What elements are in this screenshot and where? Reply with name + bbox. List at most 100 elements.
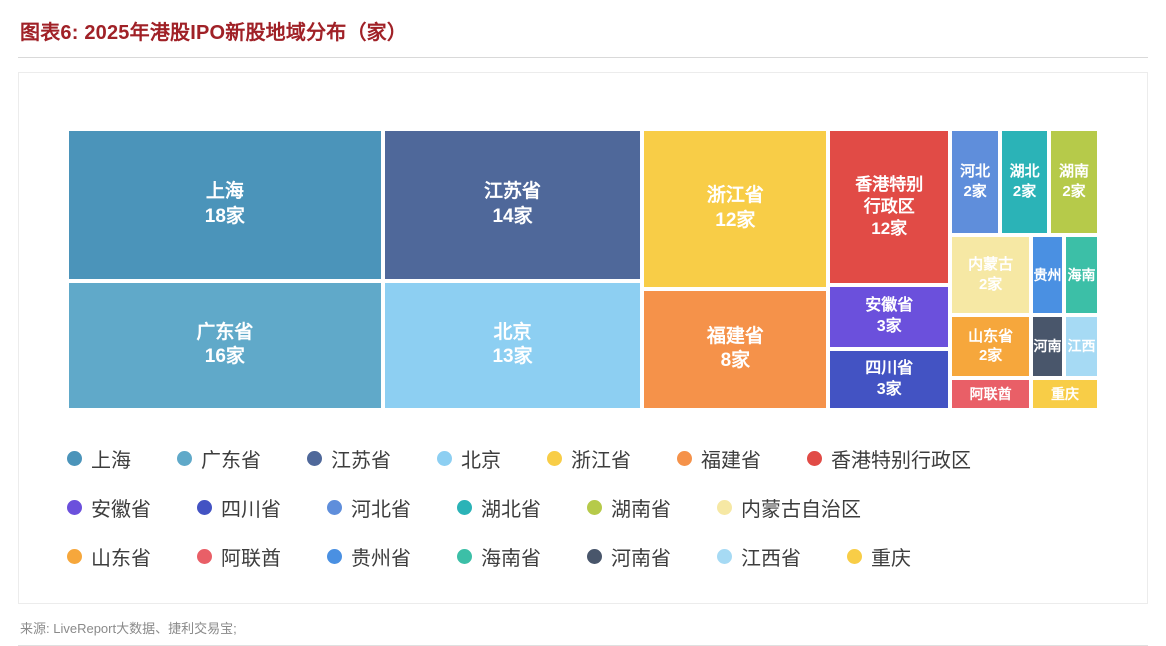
legend-dot-icon	[67, 500, 82, 515]
cell-count-label: 2家	[978, 275, 1003, 293]
cell-count-label: 3家	[876, 318, 902, 335]
legend: 上海 广东省 江苏省 北京 浙江省	[67, 444, 1099, 571]
legend-label: 北京	[461, 450, 501, 472]
cell-count-label: 2家	[978, 347, 1003, 365]
legend-dot-icon	[307, 451, 322, 466]
legend-item-guangdong[interactable]: 广东省	[177, 444, 261, 473]
legend-item-hebei[interactable]: 河北省	[327, 493, 411, 522]
treemap-cell-guizhou[interactable]: 贵州	[1031, 234, 1064, 315]
cell-count-label: 13家	[492, 346, 533, 368]
cell-region-label: 重庆	[1051, 385, 1080, 402]
legend-label: 贵州省	[351, 548, 411, 570]
treemap-cell-anhui[interactable]: 安徽省 3家	[828, 285, 951, 349]
treemap-cell-hubei[interactable]: 湖北 2家	[1000, 129, 1050, 235]
legend-label: 内蒙古自治区	[741, 499, 861, 521]
treemap-cell-guangdong[interactable]: 广东省 16家	[67, 280, 383, 410]
cell-region-label: 香港特别行政区	[855, 174, 924, 216]
legend-dot-icon	[457, 549, 472, 564]
legend-label: 山东省	[91, 548, 151, 570]
cell-count-label: 8家	[720, 350, 751, 372]
legend-dot-icon	[197, 549, 212, 564]
legend-item-sichuan[interactable]: 四川省	[197, 493, 281, 522]
legend-dot-icon	[677, 451, 692, 466]
legend-item-hubei[interactable]: 湖北省	[457, 493, 541, 522]
cell-region-label: 河北	[960, 163, 991, 181]
treemap-cell-jiangsu[interactable]: 江苏省 14家	[382, 129, 643, 281]
legend-label: 重庆	[871, 548, 911, 570]
treemap-cell-chongqing[interactable]: 重庆	[1031, 377, 1099, 410]
cell-count-label: 12家	[715, 210, 756, 231]
legend-item-shandong[interactable]: 山东省	[67, 542, 151, 571]
legend-dot-icon	[547, 451, 562, 466]
treemap-cell-uae[interactable]: 阿联酋	[950, 377, 1032, 410]
legend-item-zhejiang[interactable]: 浙江省	[547, 444, 631, 473]
treemap-cell-beijing[interactable]: 北京 13家	[382, 280, 643, 410]
legend-item-hainan[interactable]: 海南省	[457, 542, 541, 571]
legend-item-chongqing[interactable]: 重庆	[847, 542, 911, 571]
legend-item-guizhou[interactable]: 贵州省	[327, 542, 411, 571]
cell-region-label: 浙江省	[706, 185, 764, 207]
legend-dot-icon	[587, 500, 602, 515]
source-note: 来源: LiveReport大数据、捷利交易宝;	[20, 621, 237, 636]
treemap-cell-fujian[interactable]: 福建省 8家	[642, 289, 829, 410]
cell-count-label: 2家	[1062, 182, 1086, 200]
treemap-cell-hebei[interactable]: 河北 2家	[950, 129, 1001, 235]
cell-region-label: 河南	[1033, 338, 1062, 355]
treemap-cell-neimenggu[interactable]: 内蒙古 2家	[950, 234, 1032, 315]
cell-count-label: 18家	[204, 205, 245, 227]
cell-region-label: 江西	[1067, 338, 1096, 355]
cell-region-label: 安徽省	[865, 297, 914, 315]
legend-dot-icon	[177, 451, 192, 466]
legend-dot-icon	[717, 549, 732, 564]
legend-item-jiangxi[interactable]: 江西省	[717, 542, 801, 571]
treemap: 上海 18家 广东省 16家 江苏省 14家 北京 13家 浙江省 12家 福建…	[67, 129, 1099, 410]
legend-label: 四川省	[221, 499, 281, 521]
legend-item-anhui[interactable]: 安徽省	[67, 493, 151, 522]
legend-dot-icon	[327, 549, 342, 564]
legend-row: 上海 广东省 江苏省 北京 浙江省	[67, 444, 1099, 473]
legend-dot-icon	[437, 451, 452, 466]
legend-label: 广东省	[201, 450, 261, 472]
legend-item-hunan[interactable]: 湖南省	[587, 493, 671, 522]
legend-item-uae[interactable]: 阿联酋	[197, 542, 281, 571]
treemap-cell-zhejiang[interactable]: 浙江省 12家	[642, 129, 829, 289]
treemap-cell-hainan[interactable]: 海南	[1064, 234, 1099, 315]
legend-dot-icon	[67, 451, 82, 466]
legend-label: 阿联酋	[221, 548, 281, 570]
cell-region-label: 海南	[1067, 266, 1096, 283]
cell-region-label: 湖南	[1059, 163, 1090, 181]
legend-item-fujian[interactable]: 福建省	[677, 444, 761, 473]
treemap-cell-shanghai[interactable]: 上海 18家	[67, 129, 383, 281]
treemap-cell-jiangxi[interactable]: 江西	[1064, 314, 1099, 378]
cell-region-label: 四川省	[865, 359, 914, 377]
legend-label: 安徽省	[91, 499, 151, 521]
title-divider	[18, 57, 1148, 58]
legend-item-shanghai[interactable]: 上海	[67, 444, 131, 473]
treemap-cell-henan[interactable]: 河南	[1031, 314, 1064, 378]
legend-item-neimenggu[interactable]: 内蒙古自治区	[717, 493, 861, 522]
legend-item-jiangsu[interactable]: 江苏省	[307, 444, 391, 473]
legend-item-beijing[interactable]: 北京	[437, 444, 501, 473]
cell-region-label: 山东省	[968, 327, 1014, 345]
cell-count-label: 12家	[871, 219, 908, 239]
cell-count-label: 16家	[204, 346, 245, 368]
legend-dot-icon	[327, 500, 342, 515]
legend-row: 安徽省 四川省 河北省 湖北省 湖南省	[67, 493, 1099, 522]
cell-region-label: 江苏省	[484, 181, 542, 203]
legend-label: 江苏省	[331, 450, 391, 472]
legend-label: 香港特别行政区	[831, 450, 971, 472]
cell-region-label: 北京	[493, 321, 532, 343]
legend-item-henan[interactable]: 河南省	[587, 542, 671, 571]
treemap-cell-sichuan[interactable]: 四川省 3家	[828, 349, 951, 410]
legend-dot-icon	[717, 500, 732, 515]
cell-region-label: 内蒙古	[968, 256, 1014, 274]
legend-item-hongkong[interactable]: 香港特别行政区	[807, 444, 971, 473]
treemap-cell-shandong[interactable]: 山东省 2家	[950, 314, 1032, 378]
treemap-cell-hongkong[interactable]: 香港特别行政区 12家	[828, 129, 951, 285]
treemap-cell-hunan[interactable]: 湖南 2家	[1049, 129, 1099, 235]
legend-label: 江西省	[741, 548, 801, 570]
cell-count-label: 2家	[963, 182, 987, 200]
cell-region-label: 上海	[205, 181, 244, 203]
legend-label: 河南省	[611, 548, 671, 570]
cell-count-label: 3家	[876, 380, 902, 398]
